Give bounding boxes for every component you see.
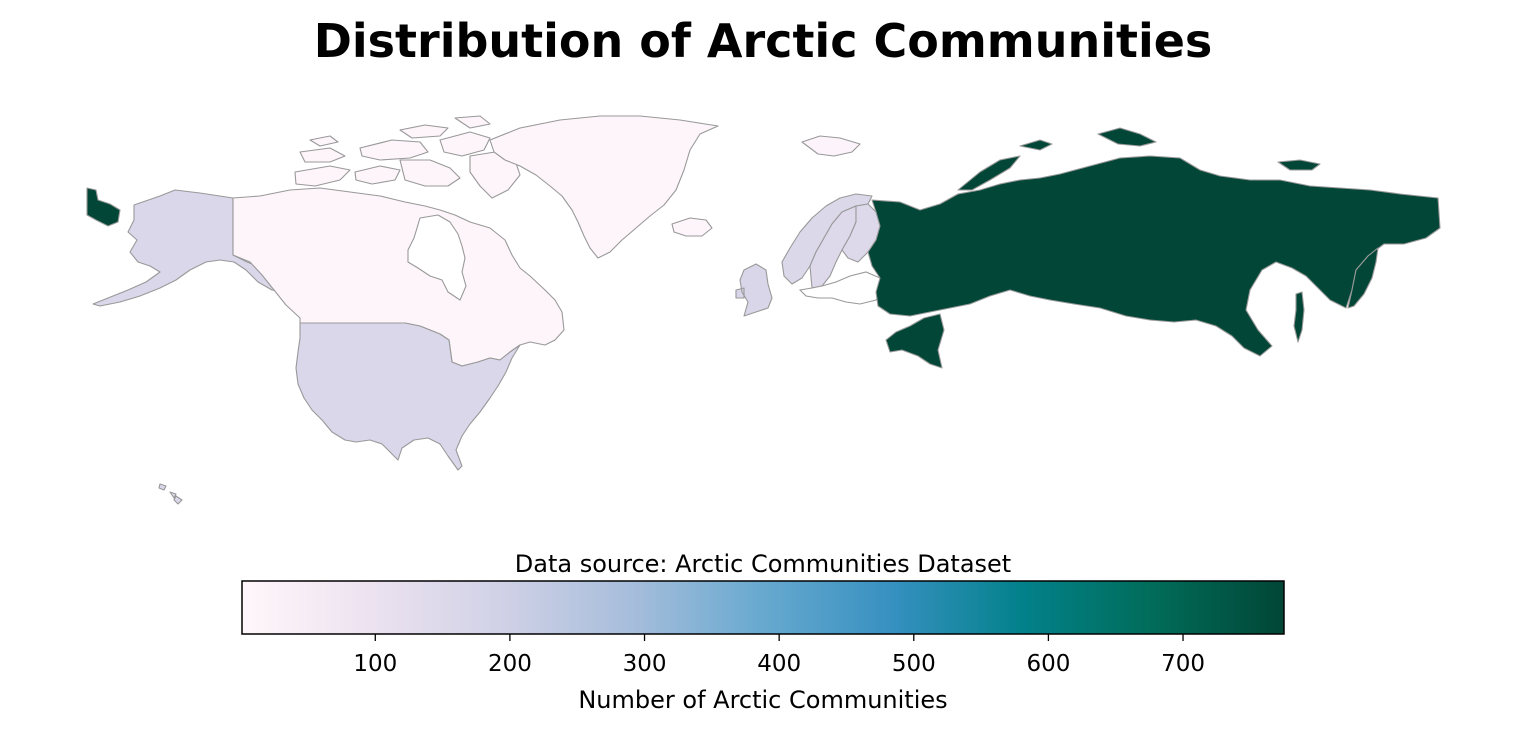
colorbar-tick-label: 400 bbox=[757, 651, 801, 677]
colorbar-tick-label: 300 bbox=[623, 651, 667, 677]
colorbar-tick-label: 500 bbox=[892, 651, 936, 677]
region-svalbard bbox=[801, 135, 861, 157]
colorbar-gradient bbox=[241, 580, 1285, 635]
colorbar-tick-label: 100 bbox=[353, 651, 397, 677]
data-source-note: Data source: Arctic Communities Dataset bbox=[514, 550, 1012, 578]
region-russia bbox=[867, 155, 1441, 369]
chart-title: Distribution of Arctic Communities bbox=[313, 14, 1213, 68]
region-russia-arctic-islands bbox=[957, 127, 1321, 191]
colorbar-label: Number of Arctic Communities bbox=[578, 686, 948, 714]
region-united-states bbox=[295, 322, 521, 471]
map-regions bbox=[86, 115, 1441, 505]
region-greenland bbox=[489, 115, 719, 259]
region-iceland bbox=[671, 217, 713, 237]
region-russia-west-edge bbox=[86, 187, 121, 227]
region-united-kingdom bbox=[735, 263, 773, 317]
region-alaska bbox=[92, 189, 283, 307]
colorbar-tick-label: 200 bbox=[488, 651, 532, 677]
region-canada bbox=[232, 187, 565, 367]
region-canada-arctic-islands bbox=[294, 115, 521, 199]
colorbar-tick-label: 600 bbox=[1026, 651, 1070, 677]
region-hawaii bbox=[158, 483, 183, 505]
colorbar-tick-label: 700 bbox=[1161, 651, 1205, 677]
colorbar-ticks: 100 200 300 400 500 600 700 bbox=[353, 634, 1205, 677]
colorbar: 100 200 300 400 500 600 700 bbox=[241, 580, 1285, 677]
region-russia-sakhalin bbox=[1293, 291, 1305, 343]
region-russia-kamchatka bbox=[1347, 247, 1379, 309]
